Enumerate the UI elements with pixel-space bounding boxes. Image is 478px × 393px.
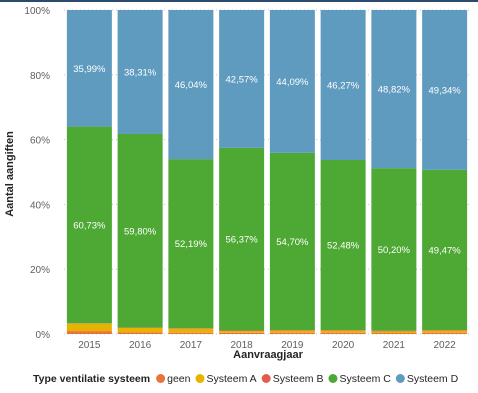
x-axis-title: Aanvraagjaar xyxy=(233,349,303,361)
bar-segment xyxy=(118,328,163,333)
data-label: 48,82% xyxy=(378,85,411,96)
x-tick-label: 2020 xyxy=(332,340,355,351)
y-tick-label: 100% xyxy=(24,6,50,17)
bar-segment xyxy=(67,331,112,334)
x-tick-label: 2015 xyxy=(78,340,101,351)
bar-segment xyxy=(371,331,416,333)
bar-segment xyxy=(219,331,264,333)
data-label: 56,37% xyxy=(226,235,259,246)
y-tick-label: 80% xyxy=(30,71,50,82)
bar-segment xyxy=(422,330,467,331)
data-label: 50,20% xyxy=(378,245,411,256)
top-border xyxy=(0,0,478,2)
data-label: 42,57% xyxy=(226,74,259,85)
legend-marker xyxy=(396,374,405,383)
data-label: 59,80% xyxy=(124,226,157,237)
bar-segment xyxy=(219,330,264,331)
legend-marker xyxy=(262,374,271,383)
data-label: 46,27% xyxy=(327,80,360,91)
y-axis-ticks: 0% 20% 40% 60% 80% 100% xyxy=(24,6,50,341)
bar-segment xyxy=(321,331,366,333)
bar-segment xyxy=(168,333,213,334)
y-tick-label: 40% xyxy=(30,200,50,211)
legend-marker xyxy=(195,374,204,383)
data-label: 52,19% xyxy=(175,239,208,250)
legend-item-label[interactable]: Systeem B xyxy=(273,373,324,385)
legend-marker xyxy=(328,374,337,383)
data-label: 46,04% xyxy=(175,80,208,91)
legend-item-label[interactable]: Systeem C xyxy=(339,373,391,385)
legend: Type ventilatie systeem geen Systeem A Sys… xyxy=(33,373,459,385)
bar-segment xyxy=(321,330,366,331)
data-label: 44,09% xyxy=(276,77,309,88)
data-label: 52,48% xyxy=(327,241,360,252)
y-tick-label: 60% xyxy=(30,136,50,147)
y-tick-label: 20% xyxy=(30,265,50,276)
data-label: 38,31% xyxy=(124,67,157,78)
data-label: 49,47% xyxy=(429,245,462,256)
bar-segment xyxy=(270,333,315,334)
bar-segment xyxy=(118,332,163,334)
bar-segment xyxy=(422,333,467,334)
data-label: 60,73% xyxy=(73,220,106,231)
bars: 60,73% 35,99% 59,80% 38,31% 52,19% 46,04% 56,3… xyxy=(67,10,467,334)
data-label: 54,70% xyxy=(276,237,309,248)
data-label: 49,34% xyxy=(429,85,462,96)
data-label: 35,99% xyxy=(73,64,106,75)
bar-segment xyxy=(422,331,467,333)
legend-item-label[interactable]: Systeem D xyxy=(407,373,459,385)
bar-segment xyxy=(371,331,416,332)
y-tick-label: 0% xyxy=(36,330,51,341)
legend-item-label[interactable]: Systeem A xyxy=(206,373,256,385)
bar-segment xyxy=(67,324,112,331)
bar-segment xyxy=(168,329,213,333)
bar-segment xyxy=(168,328,213,329)
x-tick-label: 2021 xyxy=(383,340,406,351)
x-tick-label: 2016 xyxy=(129,340,152,351)
bar-segment xyxy=(270,331,315,333)
legend-title: Type ventilatie systeem xyxy=(33,373,150,385)
legend-marker xyxy=(156,374,165,383)
legend-item-label[interactable]: geen xyxy=(167,373,191,385)
bar-segment xyxy=(270,330,315,331)
x-tick-label: 2022 xyxy=(434,340,457,351)
bar-segment xyxy=(321,333,366,334)
x-tick-label: 2017 xyxy=(180,340,203,351)
y-axis-title: Aantal aangiften xyxy=(4,131,16,217)
bar-segment xyxy=(219,333,264,334)
bar-segment xyxy=(371,333,416,334)
